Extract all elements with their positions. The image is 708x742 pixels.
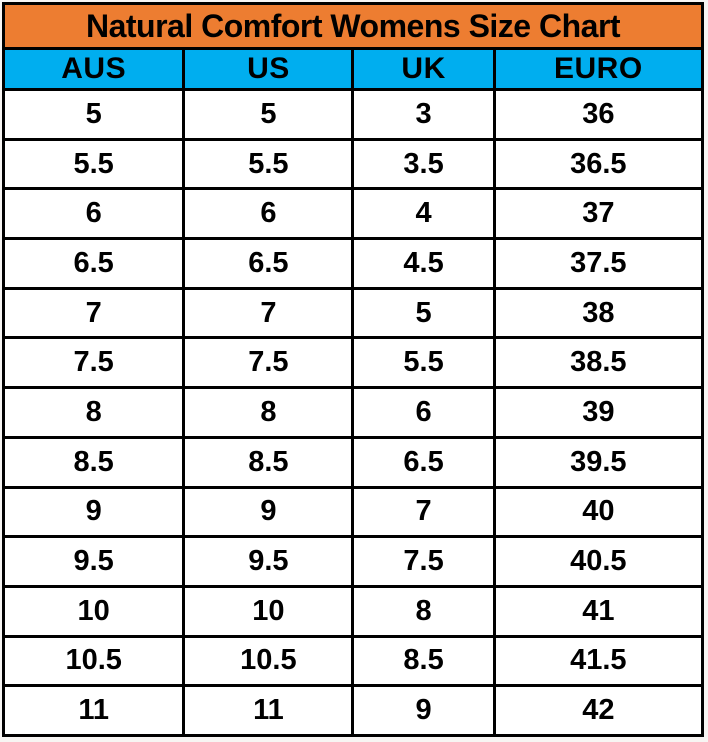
table-row: 7.5 7.5 5.5 38.5 — [1, 336, 705, 390]
size-cell: 38 — [492, 286, 705, 340]
size-cell: 36 — [492, 88, 705, 141]
size-table-body: 5 5 3 36 5.5 5.5 3.5 36.5 6 6 4 37 6.5 6.5 4.5 37.5 7 7 5 3… — [1, 88, 705, 737]
size-cell: 39.5 — [492, 435, 705, 489]
size-cell: 9 — [351, 684, 496, 737]
size-cell: 5 — [182, 88, 355, 141]
table-row: 9 9 7 40 — [1, 485, 705, 539]
size-cell: 6.5 — [182, 237, 355, 290]
size-cell: 7.5 — [351, 535, 496, 588]
size-cell: 38.5 — [492, 336, 705, 390]
size-cell: 6 — [182, 187, 355, 241]
size-cell: 5 — [351, 286, 496, 340]
size-cell: 8.5 — [351, 634, 496, 688]
size-cell: 6 — [351, 386, 496, 439]
size-cell: 8.5 — [182, 435, 355, 489]
size-cell: 7.5 — [1, 336, 186, 390]
size-cell: 11 — [1, 684, 186, 737]
size-cell: 4 — [351, 187, 496, 241]
size-cell: 9.5 — [1, 535, 186, 588]
column-header-us: US — [182, 47, 355, 91]
size-cell: 5.5 — [351, 336, 496, 390]
size-cell: 9 — [182, 485, 355, 539]
size-cell: 8 — [351, 584, 496, 638]
table-row: 9.5 9.5 7.5 40.5 — [1, 535, 705, 588]
size-cell: 6 — [1, 187, 186, 241]
size-cell: 8 — [1, 386, 186, 439]
size-cell: 9 — [1, 485, 186, 539]
size-cell: 7 — [182, 286, 355, 340]
size-cell: 39 — [492, 386, 705, 439]
column-header-aus: AUS — [1, 47, 186, 91]
table-row: 5.5 5.5 3.5 36.5 — [1, 137, 705, 191]
size-cell: 42 — [492, 684, 705, 737]
table-row: 10 10 8 41 — [1, 584, 705, 638]
size-cell: 40.5 — [492, 535, 705, 588]
column-header-euro: EURO — [492, 47, 705, 91]
size-cell: 11 — [182, 684, 355, 737]
size-cell: 7.5 — [182, 336, 355, 390]
table-row: 7 7 5 38 — [1, 286, 705, 340]
table-row: 6.5 6.5 4.5 37.5 — [1, 237, 705, 290]
size-cell: 8 — [182, 386, 355, 439]
size-cell: 5.5 — [182, 137, 355, 191]
size-cell: 4.5 — [351, 237, 496, 290]
size-cell: 3.5 — [351, 137, 496, 191]
size-cell: 10 — [182, 584, 355, 638]
size-cell: 37.5 — [492, 237, 705, 290]
size-cell: 9.5 — [182, 535, 355, 588]
size-cell: 10.5 — [182, 634, 355, 688]
size-cell: 3 — [351, 88, 496, 141]
column-header-uk: UK — [351, 47, 496, 91]
table-row: 8.5 8.5 6.5 39.5 — [1, 435, 705, 489]
size-cell: 8.5 — [1, 435, 186, 489]
size-cell: 36.5 — [492, 137, 705, 191]
size-cell: 7 — [351, 485, 496, 539]
chart-title: Natural Comfort Womens Size Chart — [2, 2, 704, 50]
size-cell: 10 — [1, 584, 186, 638]
header-row: AUS US UK EURO — [1, 47, 705, 91]
size-cell: 6.5 — [1, 237, 186, 290]
size-cell: 6.5 — [351, 435, 496, 489]
size-cell: 40 — [492, 485, 705, 539]
table-row: 6 6 4 37 — [1, 187, 705, 241]
size-cell: 7 — [1, 286, 186, 340]
size-cell: 5.5 — [1, 137, 186, 191]
title-row: Natural Comfort Womens Size Chart — [2, 2, 704, 50]
size-cell: 41 — [492, 584, 705, 638]
table-row: 5 5 3 36 — [1, 88, 705, 141]
table-row: 10.5 10.5 8.5 41.5 — [1, 634, 705, 688]
size-cell: 41.5 — [492, 634, 705, 688]
table-row: 8 8 6 39 — [1, 386, 705, 439]
size-cell: 10.5 — [1, 634, 186, 688]
size-cell: 5 — [1, 88, 186, 141]
size-cell: 37 — [492, 187, 705, 241]
table-row: 11 11 9 42 — [1, 684, 705, 737]
